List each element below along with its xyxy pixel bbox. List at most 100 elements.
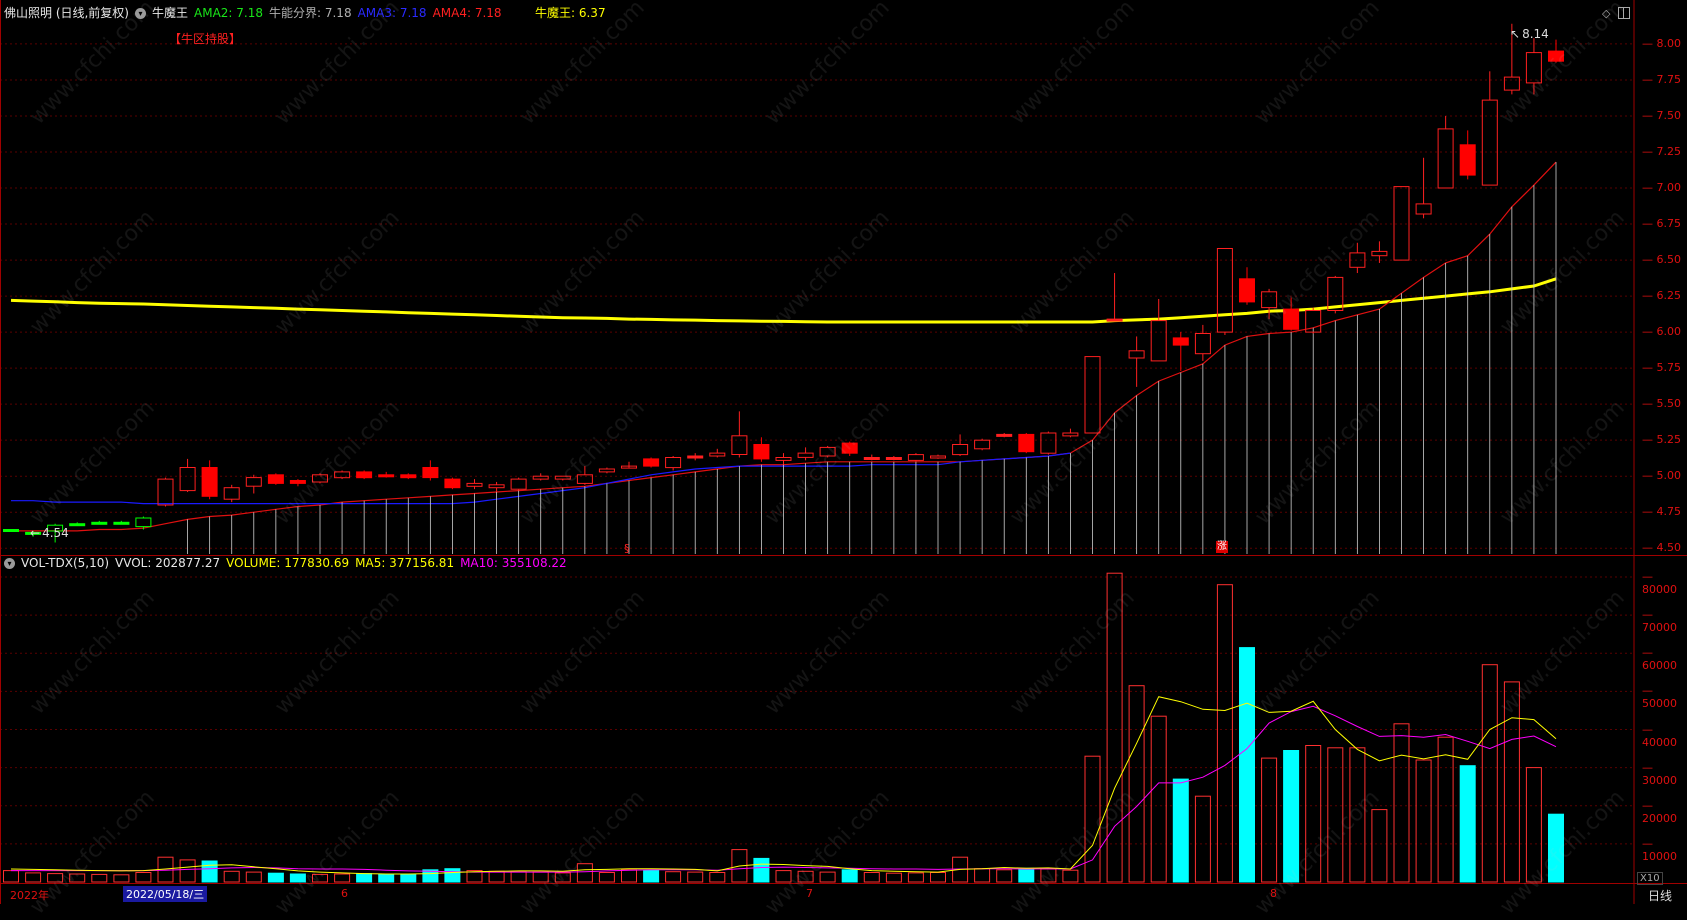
candle-body bbox=[1216, 248, 1233, 333]
volume-bar bbox=[223, 870, 240, 883]
price-tick-label: — 5.50 bbox=[1642, 397, 1681, 411]
month-7-label: 7 bbox=[806, 887, 813, 900]
candle-body bbox=[444, 478, 461, 489]
volume-bar bbox=[312, 873, 328, 883]
volume-bar bbox=[1349, 747, 1366, 883]
candle-body bbox=[69, 523, 86, 527]
price-tick-label: — 5.75 bbox=[1642, 361, 1681, 375]
candle-body bbox=[334, 471, 351, 479]
vol-dropdown-icon[interactable]: ▾ bbox=[4, 558, 15, 569]
price-tick-label: — 4.75 bbox=[1642, 505, 1681, 519]
volume-bar bbox=[1128, 685, 1145, 883]
price-tick-label: — 6.00 bbox=[1642, 325, 1681, 339]
candle-body bbox=[1459, 144, 1476, 176]
volume-bar bbox=[863, 872, 880, 883]
candle-body bbox=[1283, 308, 1300, 330]
candle-body bbox=[753, 444, 770, 460]
candle-body bbox=[1437, 128, 1454, 189]
volume-tick-label: — 10000 bbox=[1642, 836, 1677, 863]
candle-body bbox=[1548, 50, 1564, 62]
price-tick-label: — 6.50 bbox=[1642, 253, 1681, 267]
volume-bar bbox=[1194, 795, 1211, 883]
candle-body bbox=[687, 455, 704, 459]
candle-body bbox=[841, 442, 858, 454]
ama4-value: AMA4: 7.18 bbox=[432, 6, 502, 20]
mark-zhang: 涨 bbox=[1216, 541, 1228, 553]
ma5-polyline bbox=[10, 696, 1557, 875]
x10-scale-button[interactable]: X10 bbox=[1637, 872, 1663, 885]
candle-body bbox=[1261, 291, 1278, 309]
candle-body bbox=[289, 480, 306, 484]
candle-body bbox=[356, 471, 373, 479]
candle-body bbox=[1150, 320, 1167, 362]
volume-value: VOLUME: 177830.69 bbox=[226, 556, 350, 570]
volume-bar bbox=[1261, 757, 1278, 883]
volume-bar bbox=[267, 872, 284, 883]
candle-body bbox=[1172, 337, 1189, 346]
diamond-icon[interactable]: ◇ bbox=[1602, 7, 1611, 20]
volume-bar bbox=[665, 871, 682, 883]
candle-body bbox=[400, 474, 417, 479]
volume-bar bbox=[1503, 681, 1520, 883]
volume-bar bbox=[135, 872, 152, 883]
volume-bar bbox=[1371, 809, 1388, 883]
indicator-name[interactable]: 牛魔王 bbox=[152, 6, 189, 20]
candle-body bbox=[819, 446, 836, 457]
candle-body bbox=[245, 477, 262, 487]
volume-bar bbox=[1437, 736, 1454, 883]
ma10-value: MA10: 355108.22 bbox=[460, 556, 567, 570]
candle-body bbox=[952, 444, 969, 456]
candle-body bbox=[25, 531, 42, 535]
split-value: 牛能分界: 7.18 bbox=[269, 6, 352, 20]
volume-tick-label: — 80000 bbox=[1642, 570, 1677, 597]
volume-bar bbox=[576, 863, 593, 883]
candlesticks[interactable] bbox=[3, 23, 1564, 543]
volume-bars[interactable] bbox=[3, 572, 1564, 883]
candle-body bbox=[576, 474, 593, 484]
window-toggle-icon[interactable] bbox=[1618, 7, 1630, 19]
volume-bar bbox=[819, 871, 836, 883]
candle-body bbox=[775, 457, 792, 461]
price-tick-label: — 5.00 bbox=[1642, 469, 1681, 483]
candle-body bbox=[1106, 318, 1123, 322]
volume-bar bbox=[974, 868, 991, 883]
candle-body bbox=[1305, 310, 1322, 333]
vol-indicator-name[interactable]: VOL-TDX(5,10) bbox=[21, 556, 110, 570]
candle-body bbox=[930, 455, 946, 459]
volume-bar bbox=[356, 873, 373, 883]
volume-bar bbox=[554, 872, 571, 883]
period-label[interactable]: 日线 bbox=[1648, 889, 1673, 903]
volume-bar bbox=[1172, 778, 1189, 883]
stock-title[interactable]: 佛山照明 (日线,前复权) bbox=[4, 6, 129, 20]
candle-body bbox=[885, 457, 902, 460]
candle-body bbox=[267, 474, 284, 484]
volume-bar bbox=[621, 869, 637, 883]
volume-bar bbox=[466, 870, 483, 883]
volume-bar bbox=[1283, 750, 1300, 883]
candle-body bbox=[91, 521, 108, 525]
support-drop-lines bbox=[187, 162, 1557, 554]
candle-body bbox=[1018, 433, 1035, 453]
candle-body bbox=[554, 475, 571, 480]
volume-bar bbox=[885, 872, 902, 883]
volume-bar bbox=[907, 872, 924, 883]
volume-bar bbox=[1548, 813, 1564, 883]
dropdown-circle-icon[interactable]: ▾ bbox=[135, 8, 146, 19]
price-tick-label: — 5.25 bbox=[1642, 433, 1681, 447]
candle-body bbox=[113, 521, 130, 525]
candle-body bbox=[1062, 432, 1079, 437]
candle-body bbox=[223, 487, 240, 500]
price-tick-label: — 7.75 bbox=[1642, 72, 1681, 86]
volume-bar bbox=[400, 873, 417, 883]
volume-bar bbox=[69, 873, 86, 883]
candle-body bbox=[1040, 432, 1057, 454]
candle-body bbox=[466, 482, 483, 487]
candle-body bbox=[179, 467, 196, 492]
price-tick-label: — 6.25 bbox=[1642, 289, 1681, 303]
volume-bar bbox=[753, 857, 770, 883]
volume-bar bbox=[47, 873, 64, 883]
volume-bar bbox=[3, 870, 19, 883]
candle-body bbox=[665, 457, 682, 469]
